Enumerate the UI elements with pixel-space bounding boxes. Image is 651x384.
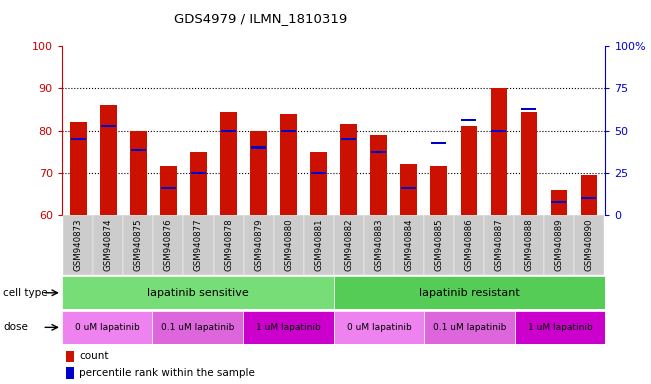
Bar [243, 311, 333, 344]
Text: 0 uM lapatinib: 0 uM lapatinib [75, 323, 139, 332]
Text: GSM940883: GSM940883 [374, 218, 383, 271]
Bar [281, 114, 297, 215]
Bar [492, 129, 506, 132]
Bar [62, 276, 333, 309]
Bar [250, 131, 267, 215]
Bar [221, 129, 236, 132]
Text: 0 uM lapatinib: 0 uM lapatinib [346, 323, 411, 332]
Bar [521, 112, 537, 215]
Bar [273, 215, 303, 275]
Bar [160, 167, 176, 215]
Bar [214, 215, 243, 275]
Bar [70, 122, 87, 215]
Text: lapatinib resistant: lapatinib resistant [419, 288, 520, 298]
Text: dose: dose [3, 322, 28, 332]
Bar [66, 367, 74, 379]
Text: 1 uM lapatinib: 1 uM lapatinib [256, 323, 321, 332]
Bar [462, 119, 477, 121]
Bar [371, 151, 386, 153]
Bar [491, 88, 507, 215]
Text: GSM940886: GSM940886 [464, 218, 473, 271]
Bar [303, 215, 333, 275]
Bar [400, 164, 417, 215]
Bar [101, 125, 116, 127]
Bar [62, 311, 152, 344]
Bar [93, 215, 124, 275]
Bar [515, 311, 605, 344]
Bar [191, 172, 206, 174]
Bar [551, 190, 567, 215]
Text: 1 uM lapatinib: 1 uM lapatinib [528, 323, 592, 332]
Bar [574, 215, 604, 275]
Text: 0.1 uM lapatinib: 0.1 uM lapatinib [161, 323, 234, 332]
Bar [394, 215, 424, 275]
Text: GSM940873: GSM940873 [74, 218, 83, 271]
Bar [220, 112, 237, 215]
Text: 0.1 uM lapatinib: 0.1 uM lapatinib [433, 323, 506, 332]
Bar [130, 131, 146, 215]
Bar [581, 175, 597, 215]
Bar [341, 138, 356, 140]
Bar [370, 135, 387, 215]
Bar [333, 215, 364, 275]
Text: cell type: cell type [3, 288, 48, 298]
Bar [424, 311, 515, 344]
Text: GSM940875: GSM940875 [134, 218, 143, 271]
Text: GSM940884: GSM940884 [404, 218, 413, 271]
Text: GSM940876: GSM940876 [164, 218, 173, 271]
Text: GSM940880: GSM940880 [284, 218, 293, 271]
Bar [184, 215, 214, 275]
Bar [311, 172, 326, 174]
Bar [311, 152, 327, 215]
Bar [460, 126, 477, 215]
Text: GSM940885: GSM940885 [434, 218, 443, 271]
Bar [281, 129, 296, 132]
Bar [401, 187, 416, 189]
Text: GSM940887: GSM940887 [494, 218, 503, 271]
Text: percentile rank within the sample: percentile rank within the sample [79, 367, 255, 377]
Bar [154, 215, 184, 275]
Bar [66, 351, 74, 362]
Text: GSM940881: GSM940881 [314, 218, 323, 271]
Bar [190, 152, 207, 215]
Bar [484, 215, 514, 275]
Bar [551, 201, 566, 204]
Text: lapatinib sensitive: lapatinib sensitive [147, 288, 249, 298]
Bar [243, 215, 273, 275]
Bar [581, 197, 596, 199]
Text: GSM940879: GSM940879 [254, 218, 263, 270]
Bar [100, 105, 117, 215]
Bar [454, 215, 484, 275]
Text: GSM940882: GSM940882 [344, 218, 353, 271]
Bar [544, 215, 574, 275]
Text: GSM940888: GSM940888 [524, 218, 533, 271]
Bar [424, 215, 454, 275]
Text: count: count [79, 351, 109, 361]
Bar [364, 215, 394, 275]
Text: GSM940877: GSM940877 [194, 218, 203, 271]
Text: GDS4979 / ILMN_1810319: GDS4979 / ILMN_1810319 [174, 12, 347, 25]
Text: GSM940874: GSM940874 [104, 218, 113, 271]
Bar [63, 215, 93, 275]
Bar [71, 138, 86, 140]
Bar [333, 276, 605, 309]
Text: GSM940889: GSM940889 [555, 218, 563, 270]
Bar [340, 124, 357, 215]
Text: GSM940890: GSM940890 [585, 218, 594, 270]
Bar [430, 167, 447, 215]
Bar [521, 108, 536, 111]
Bar [124, 215, 154, 275]
Bar [251, 146, 266, 149]
Bar [161, 187, 176, 189]
Bar [514, 215, 544, 275]
Bar [152, 311, 243, 344]
Bar [131, 149, 146, 151]
Bar [333, 311, 424, 344]
Text: GSM940878: GSM940878 [224, 218, 233, 271]
Bar [432, 142, 446, 144]
